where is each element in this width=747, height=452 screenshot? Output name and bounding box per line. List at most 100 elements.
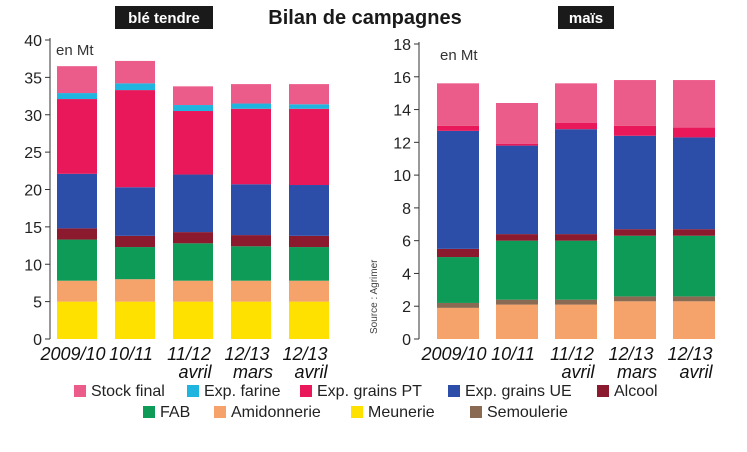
legend: Stock final Exp. farine Exp. grains PT Exp.… (74, 383, 658, 421)
bar-segment (555, 240, 597, 300)
x-tick-label: 12/13 (224, 344, 269, 364)
bar-segment (173, 174, 213, 233)
legend-swatch (300, 385, 312, 397)
panel-1: maïs 0 2 4 6 8 10 12 14 16 18 en Mt 2009/10 10/11 11/1… (393, 6, 715, 382)
y-tick-label: 0 (33, 332, 42, 349)
legend-swatch (187, 385, 199, 397)
legend-label: FAB (160, 404, 190, 421)
chart-title: Bilan de campagnes (268, 7, 461, 29)
legend-label: Exp. grains PT (317, 383, 422, 400)
bar-segment (57, 99, 97, 174)
bar-segment (496, 143, 538, 146)
x-tick-label: 11/12 (167, 344, 211, 364)
x-tick-label: 12/13 (667, 344, 712, 364)
legend-label: Exp. grains UE (465, 383, 572, 400)
y-tick-label: 16 (393, 70, 411, 87)
legend-item: Exp. grains PT (300, 383, 422, 400)
bar-segment (173, 280, 213, 302)
bar-segment (57, 93, 97, 100)
y-tick-label: 14 (393, 103, 411, 120)
bar-segment (496, 103, 538, 144)
legend-item: Exp. farine (187, 383, 281, 400)
bar-segment (115, 279, 155, 302)
bar-segment (496, 299, 538, 305)
panel-0: blé tendre 0 5 10 15 20 25 30 35 40 en Mt 2009/10 10… (24, 6, 329, 382)
bar-segment (437, 248, 479, 258)
bar-segment (115, 235, 155, 248)
y-tick-label: 18 (393, 37, 411, 54)
bar-segment (289, 108, 329, 186)
bar-segment (614, 296, 656, 302)
bar-segment (437, 130, 479, 249)
bar-segment (231, 235, 271, 247)
bar-segment (555, 122, 597, 130)
bar-segment (614, 135, 656, 230)
x-tick-sublabel: mars (233, 362, 273, 382)
bar-segment (115, 301, 155, 339)
panel-badge-label: maïs (569, 10, 603, 27)
legend-swatch (448, 385, 460, 397)
bar-segment (115, 247, 155, 280)
unit-label: en Mt (440, 47, 478, 64)
bar-segment (614, 229, 656, 236)
bar-segment (115, 60, 155, 84)
bar-segment (673, 301, 715, 339)
legend-label: Alcool (614, 383, 658, 400)
x-tick-label: 10/11 (491, 344, 535, 364)
legend-item: Stock final (74, 383, 165, 400)
bar-segment (115, 83, 155, 91)
bar-segment (555, 304, 597, 339)
bar-segment (173, 301, 213, 339)
bar-segment (437, 125, 479, 131)
bar-segment (555, 234, 597, 241)
bar-segment (57, 173, 97, 229)
bar-segment (496, 145, 538, 235)
bar-segment (437, 83, 479, 126)
bar-segment (496, 234, 538, 241)
y-tick-label: 4 (402, 266, 411, 283)
bar-segment (173, 86, 213, 106)
bar-segment (57, 239, 97, 281)
bar-segment (614, 301, 656, 339)
x-tick-sublabel: avril (561, 362, 595, 382)
legend-label: Semoulerie (487, 404, 568, 421)
legend-label: Meunerie (368, 404, 435, 421)
bar-segment (115, 90, 155, 188)
bar-segment (289, 301, 329, 339)
legend-swatch (143, 406, 155, 418)
legend-item: Meunerie (351, 404, 435, 421)
legend-item: Exp. grains UE (448, 383, 572, 400)
x-tick-label: 2009/10 (39, 344, 105, 364)
y-tick-label: 6 (402, 234, 411, 251)
source-note: Source : Agrimer (369, 259, 380, 334)
y-tick-label: 15 (24, 220, 42, 237)
y-tick-label: 25 (24, 145, 42, 162)
legend-label: Amidonnerie (231, 404, 321, 421)
y-tick-label: 8 (402, 201, 411, 218)
x-tick-label: 12/13 (608, 344, 653, 364)
legend-label: Exp. farine (204, 383, 281, 400)
y-tick-label: 12 (393, 135, 411, 152)
unit-label: en Mt (56, 42, 94, 59)
y-tick-label: 5 (33, 295, 42, 312)
bar-segment (231, 103, 271, 109)
x-tick-label: 12/13 (282, 344, 327, 364)
bar-segment (437, 257, 479, 303)
legend-swatch (214, 406, 226, 418)
legend-item: FAB (143, 404, 190, 421)
bar-segment (231, 301, 271, 339)
bar-segment (496, 240, 538, 300)
bar-segment (173, 111, 213, 175)
bar-segment (289, 185, 329, 236)
bar-segment (614, 80, 656, 126)
y-tick-label: 30 (24, 108, 42, 125)
x-tick-sublabel: avril (178, 362, 212, 382)
bar-segment (289, 104, 329, 109)
bar-segment (614, 125, 656, 136)
bar-segment (173, 232, 213, 244)
panel-badge (115, 6, 213, 29)
panel-badge-label: blé tendre (128, 10, 200, 27)
bar-segment (231, 246, 271, 281)
